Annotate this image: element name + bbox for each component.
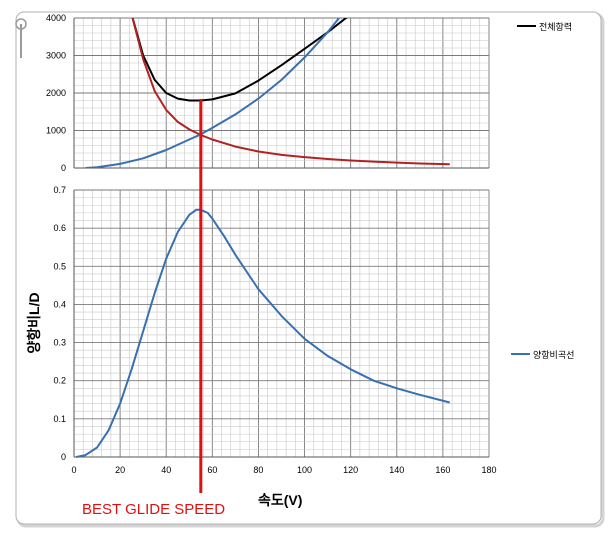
x-tick-label: 60	[207, 465, 217, 475]
top-y-tick-label: 1000	[46, 126, 66, 136]
top-y-tick-label: 2000	[46, 88, 66, 98]
x-tick-label: 20	[115, 465, 125, 475]
legend-label-total-drag: 전체항력	[539, 21, 572, 32]
x-tick-label: 180	[481, 465, 496, 475]
frame-border	[15, 11, 602, 525]
x-tick-label: 140	[389, 465, 404, 475]
top-y-tick-label: 0	[61, 163, 66, 173]
bottom-y-tick-label: 0.7	[53, 185, 66, 195]
pin-icon	[15, 18, 27, 58]
bottom-y-tick-label: 0	[61, 452, 66, 462]
best-glide-speed-label: BEST GLIDE SPEED	[82, 501, 225, 518]
bottom-tick-labels: 0 0.1 0.2 0.3 0.4 0.5 0.6 0.7 0 20 40 60 80 100 120 140…	[53, 185, 496, 475]
top-axes	[73, 18, 489, 169]
series-line-lift-drag-ratio	[76, 208, 451, 458]
x-tick-label: 0	[71, 465, 76, 475]
bottom-y-tick-label: 0.5	[53, 261, 66, 271]
x-tick-label: 120	[343, 465, 358, 475]
bottom-y-tick-label: 0.3	[53, 338, 66, 348]
top-y-tick-label: 3000	[46, 51, 66, 61]
top-y-tick-label: 4000	[46, 13, 66, 23]
bottom-y-tick-label: 0.6	[53, 223, 66, 233]
y-axis-label: 양항비L/D	[26, 292, 42, 353]
top-tick-labels: 0 1000 2000 3000 4000	[46, 13, 66, 173]
x-tick-label: 80	[253, 465, 263, 475]
top-grid	[73, 17, 490, 169]
bottom-y-tick-label: 0.1	[53, 414, 66, 424]
x-tick-label: 40	[161, 465, 171, 475]
bottom-axes	[73, 190, 489, 458]
series-line-total-drag	[131, 18, 348, 102]
series-line-red	[131, 18, 450, 166]
bottom-y-tick-label: 0.4	[53, 299, 66, 309]
legend-lift-drag-ratio: 양항비곡선	[511, 350, 574, 360]
bottom-chart: 0 0.1 0.2 0.3 0.4 0.5 0.6 0.7 0 20 40 60 80 100 120 140…	[53, 185, 496, 475]
top-series-group	[85, 18, 450, 168]
bottom-series-group	[76, 208, 451, 458]
legend-label-lift-drag-ratio: 양항비곡선	[533, 350, 574, 360]
x-tick-label: 160	[435, 465, 450, 475]
series-line-blue	[85, 18, 340, 168]
legend-total-drag: 전체항력	[517, 21, 572, 32]
bottom-grid	[73, 189, 490, 458]
top-chart: 0 1000 2000 3000 4000	[46, 13, 490, 173]
x-axis-label: 속도(V)	[258, 492, 302, 508]
bottom-y-tick-label: 0.2	[53, 376, 66, 386]
x-tick-label: 100	[297, 465, 312, 475]
